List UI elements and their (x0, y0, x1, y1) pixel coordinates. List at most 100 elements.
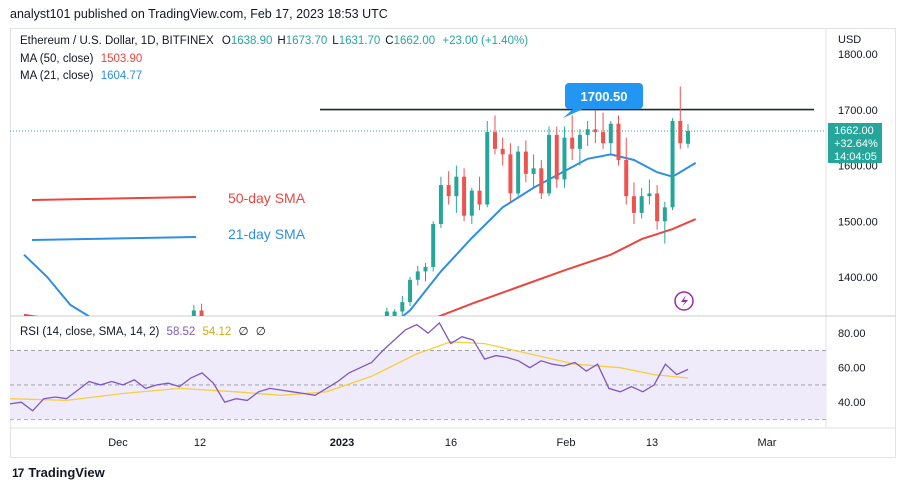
candle-body (354, 339, 358, 343)
chart-frame[interactable] (10, 28, 896, 458)
candle (469, 187, 474, 225)
legend-rsi-label: RSI (14, close, SMA, 14, 2) (20, 326, 160, 338)
legend-ohlc-value-h: 1673.70 (285, 35, 328, 47)
candle-body (686, 130, 690, 144)
candle-body (84, 347, 88, 348)
legend-ma50-value: 1503.90 (100, 53, 143, 65)
legend-ohlc-key-l: L (332, 35, 339, 47)
candle-body (346, 344, 350, 347)
candle-body (577, 134, 582, 149)
time-tick-label-3: 16 (445, 437, 457, 449)
annotation-ma50-label: 50-day SMA (228, 190, 306, 206)
candle (523, 140, 528, 183)
candle-body (408, 279, 413, 303)
published-line: analyst101 published on TradingView.com,… (10, 7, 388, 21)
price-pane (10, 86, 826, 350)
candle (554, 126, 559, 188)
candle (616, 115, 621, 166)
candle (508, 143, 513, 202)
candle-body (339, 347, 343, 350)
candle-body (508, 154, 513, 194)
candle (539, 159, 544, 199)
candle-body (647, 193, 652, 197)
candle-body (115, 344, 119, 350)
candle (516, 146, 521, 197)
price-axis-currency: USD (838, 34, 861, 46)
candle (670, 118, 675, 211)
price-badge-box (828, 122, 882, 163)
footer-brand[interactable]: 17 TradingView (12, 465, 105, 480)
time-tick-label-2: 2023 (330, 437, 354, 449)
legend-rsi-extra-2: ∅ (255, 326, 266, 338)
candle-body (655, 193, 660, 222)
candle (492, 115, 497, 155)
ma50-line (23, 218, 697, 316)
candle-body (431, 224, 436, 267)
time-tick-label-1: 12 (194, 437, 206, 449)
candle (369, 327, 373, 339)
legend-ma21-label: MA (21, close) (20, 70, 94, 82)
candle-body (500, 148, 505, 155)
legend-rsi-extra-1: ∅ (238, 326, 249, 338)
candle-body (423, 266, 428, 272)
price-tick-label-3: 1500.00 (838, 216, 878, 228)
candle-body (678, 120, 683, 144)
candle (531, 154, 536, 188)
legend-ma21-row: MA (21, close) 1604.77 (20, 70, 142, 82)
candle-body (531, 168, 536, 174)
candle (377, 316, 381, 333)
footer-brand-text: TradingView (28, 465, 105, 480)
candle (655, 185, 660, 230)
candle-body (570, 137, 575, 149)
candle-body (469, 190, 474, 216)
rsi-line (9, 321, 689, 412)
candle-body (523, 151, 528, 174)
legend-symbol: Ethereum / U.S. Dollar, 1D, BITFINEX (20, 35, 214, 47)
candle-body (624, 159, 629, 197)
candle (570, 115, 575, 160)
candle-body (477, 190, 482, 205)
annotation-ma21-line (31, 236, 197, 241)
candle (608, 120, 613, 155)
ma21-line (23, 153, 697, 316)
candle (199, 303, 204, 316)
legend-ma50-row: MA (50, close) 1503.90 (20, 53, 142, 65)
legend-ma21-value: 1604.77 (100, 70, 143, 82)
candle-body (601, 132, 606, 144)
resistance-callout-pointer (563, 109, 583, 118)
candle (454, 165, 459, 213)
legend-ohlc-value-o: 1638.90 (230, 35, 273, 47)
time-tick-label-0: Dec (108, 437, 128, 449)
candle (547, 126, 552, 197)
legend-ohlc-key-c: C (385, 35, 394, 47)
candle (392, 309, 397, 316)
candle (362, 332, 366, 344)
candle (431, 221, 436, 272)
legend-ma50-label: MA (50, close) (20, 53, 94, 65)
tradingview-logo-icon: 17 (12, 465, 24, 480)
annotation-ma50-line (31, 196, 197, 201)
candle (631, 182, 636, 225)
rsi-tick-label-2: 40.00 (838, 397, 866, 409)
candle-body (199, 310, 204, 316)
candle-body (415, 271, 420, 280)
candle-body (400, 302, 405, 312)
candle (562, 126, 567, 188)
candle-body (462, 176, 467, 216)
candle-body (492, 132, 497, 149)
candle (500, 137, 505, 166)
candle (462, 168, 467, 222)
rsi-tick-label-0: 80.00 (838, 328, 866, 340)
candle-body (539, 168, 544, 194)
candle-body (392, 311, 397, 316)
rsi-sma-line (9, 341, 689, 402)
candle (477, 176, 482, 211)
rsi-tick-label-1: 60.00 (838, 363, 866, 375)
candle (601, 112, 606, 149)
legend-ohlc-key-o: O (221, 35, 231, 47)
candle-body (608, 123, 613, 144)
candle-body (585, 129, 590, 135)
candle-body (362, 335, 366, 339)
candle (400, 295, 405, 316)
